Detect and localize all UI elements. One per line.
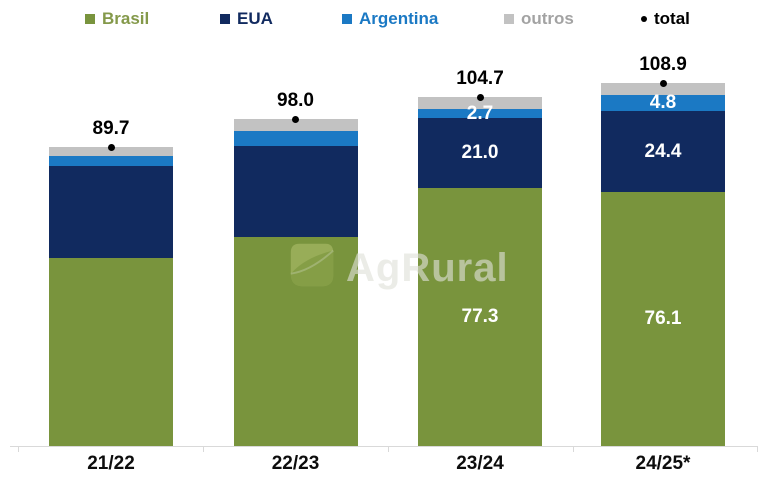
total-value-label: 89.7 [92,118,130,140]
segment-outros [418,97,542,110]
segment-eua: 21.0 [418,118,542,189]
x-axis-tick [18,446,19,452]
x-axis-tick [757,446,758,452]
legend-label: total [654,9,690,28]
segment-outros [233,119,358,132]
segment-value-label: 76.1 [644,308,682,330]
legend-item-eua: EUA [220,9,273,29]
total-value-label: 104.7 [456,68,504,90]
bar-21-22 [49,147,173,446]
legend-label: EUA [237,9,273,28]
segment-argentina: 4.8 [601,92,725,114]
chart-legend: Brasil EUA Argentina outros total [0,0,768,36]
legend-square-icon [85,14,95,24]
segment-brasil [49,258,173,446]
segment-eua [233,146,358,238]
segment-outros [49,147,173,157]
segment-value-label: 4.8 [649,92,677,114]
x-axis-category-label: 24/25* [635,453,691,474]
total-dot-marker [107,144,115,152]
bar-22-23 [233,119,358,446]
legend-square-icon [220,14,230,24]
x-axis-category-label: 22/23 [271,453,320,474]
legend-item-argentina: Argentina [342,9,438,29]
segment-eua: 24.4 [601,111,725,193]
segment-brasil [233,237,358,446]
segment-value-label: 77.3 [461,306,499,328]
bar-24-25: 4.8 24.4 76.1 [601,83,725,446]
x-axis-line [10,446,758,447]
legend-label: outros [521,9,574,28]
segment-argentina [233,131,358,147]
legend-item-brasil: Brasil [85,9,149,29]
x-axis-category-label: 21/22 [87,453,135,474]
legend-item-outros: outros [504,9,574,29]
total-dot-legend-icon [641,16,647,22]
segment-argentina: 2.7 [418,103,542,123]
legend-item-total: total [641,9,690,29]
segment-argentina [49,156,173,167]
segment-value-label: 2.7 [466,102,494,124]
x-axis-tick [573,446,574,452]
segment-brasil: 77.3 [418,188,542,446]
x-axis-category-label: 23/24 [456,453,504,474]
legend-square-icon [342,14,352,24]
total-dot-marker [292,116,299,124]
legend-label: Brasil [102,9,150,28]
total-value-label: 108.9 [639,54,687,76]
segment-outros [601,83,725,96]
total-value-label: 98.0 [277,90,314,112]
total-dot-marker [659,80,667,88]
segment-eua [49,166,173,259]
x-axis-tick [388,446,389,452]
legend-square-icon [504,14,514,24]
segment-value-label: 24.4 [644,140,682,162]
segment-value-label: 21.0 [461,142,499,164]
legend-label: Argentina [359,9,439,28]
segment-brasil: 76.1 [601,192,725,446]
bar-23-24: 2.7 21.0 77.3 [418,97,542,446]
total-dot-marker [476,94,484,102]
x-axis-tick [203,446,204,452]
